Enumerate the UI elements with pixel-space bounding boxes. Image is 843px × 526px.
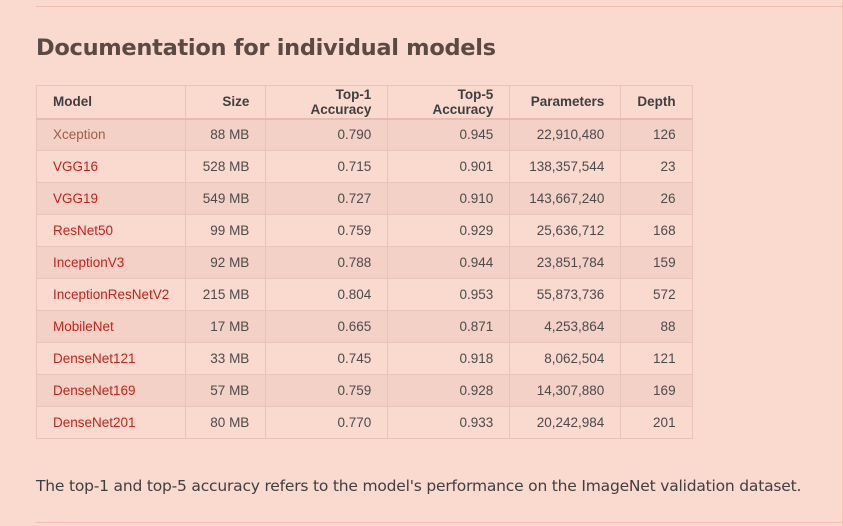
depth-cell: 121 bbox=[620, 342, 693, 375]
table-row: DenseNet121 33 MB 0.745 0.918 8,062,504 … bbox=[35, 342, 693, 375]
top1-cell: 0.770 bbox=[265, 406, 389, 439]
size-cell: 92 MB bbox=[185, 246, 267, 279]
model-cell: MobileNet bbox=[35, 310, 187, 343]
size-cell: 57 MB bbox=[185, 374, 267, 407]
top5-cell: 0.944 bbox=[387, 246, 511, 279]
model-link-inceptionv3[interactable]: InceptionV3 bbox=[53, 255, 125, 270]
depth-cell: 159 bbox=[620, 246, 693, 279]
model-cell: Xception bbox=[35, 118, 187, 151]
top1-cell: 0.788 bbox=[265, 246, 389, 279]
table-row: Xception 88 MB 0.790 0.945 22,910,480 12… bbox=[35, 118, 693, 151]
size-cell: 80 MB bbox=[185, 406, 267, 439]
top1-cell: 0.715 bbox=[265, 150, 389, 183]
models-table: Model Size Top-1 Accuracy Top-5 Accuracy… bbox=[35, 85, 693, 439]
params-cell: 20,242,984 bbox=[509, 406, 622, 439]
depth-cell: 572 bbox=[620, 278, 693, 311]
params-cell: 55,873,736 bbox=[509, 278, 622, 311]
model-link-densenet169[interactable]: DenseNet169 bbox=[53, 383, 136, 398]
top-divider bbox=[36, 6, 843, 7]
header-size: Size bbox=[185, 85, 267, 120]
bottom-divider bbox=[36, 522, 843, 523]
top1-cell: 0.759 bbox=[265, 374, 389, 407]
model-link-vgg16[interactable]: VGG16 bbox=[53, 159, 99, 174]
params-cell: 22,910,480 bbox=[509, 118, 622, 151]
depth-cell: 88 bbox=[620, 310, 693, 343]
model-link-densenet201[interactable]: DenseNet201 bbox=[53, 415, 136, 430]
depth-cell: 23 bbox=[620, 150, 693, 183]
top1-cell: 0.665 bbox=[265, 310, 389, 343]
table-row: ResNet50 99 MB 0.759 0.929 25,636,712 16… bbox=[35, 214, 693, 247]
depth-cell: 126 bbox=[620, 118, 693, 151]
table-row: VGG16 528 MB 0.715 0.901 138,357,544 23 bbox=[35, 150, 693, 183]
size-cell: 215 MB bbox=[185, 278, 267, 311]
accuracy-note: The top-1 and top-5 accuracy refers to t… bbox=[36, 477, 802, 495]
top5-cell: 0.929 bbox=[387, 214, 511, 247]
top5-cell: 0.918 bbox=[387, 342, 511, 375]
top5-cell: 0.901 bbox=[387, 150, 511, 183]
depth-cell: 26 bbox=[620, 182, 693, 215]
table-row: MobileNet 17 MB 0.665 0.871 4,253,864 88 bbox=[35, 310, 693, 343]
size-cell: 99 MB bbox=[185, 214, 267, 247]
top1-cell: 0.759 bbox=[265, 214, 389, 247]
params-cell: 23,851,784 bbox=[509, 246, 622, 279]
header-top1-accuracy: Top-1 Accuracy bbox=[265, 85, 389, 120]
model-cell: DenseNet121 bbox=[35, 342, 187, 375]
params-cell: 8,062,504 bbox=[509, 342, 622, 375]
table-row: DenseNet169 57 MB 0.759 0.928 14,307,880… bbox=[35, 374, 693, 407]
header-depth: Depth bbox=[620, 85, 693, 120]
model-cell: InceptionResNetV2 bbox=[35, 278, 187, 311]
table-row: VGG19 549 MB 0.727 0.910 143,667,240 26 bbox=[35, 182, 693, 215]
params-cell: 143,667,240 bbox=[509, 182, 622, 215]
params-cell: 4,253,864 bbox=[509, 310, 622, 343]
size-cell: 33 MB bbox=[185, 342, 267, 375]
depth-cell: 201 bbox=[620, 406, 693, 439]
model-cell: DenseNet169 bbox=[35, 374, 187, 407]
size-cell: 17 MB bbox=[185, 310, 267, 343]
params-cell: 14,307,880 bbox=[509, 374, 622, 407]
top5-cell: 0.945 bbox=[387, 118, 511, 151]
model-link-resnet50[interactable]: ResNet50 bbox=[53, 223, 114, 238]
table-row: InceptionResNetV2 215 MB 0.804 0.953 55,… bbox=[35, 278, 693, 311]
table-row: DenseNet201 80 MB 0.770 0.933 20,242,984… bbox=[35, 406, 693, 439]
top5-cell: 0.871 bbox=[387, 310, 511, 343]
model-cell: VGG19 bbox=[35, 182, 187, 215]
header-parameters: Parameters bbox=[509, 85, 622, 120]
model-link-inceptionresnetv2[interactable]: InceptionResNetV2 bbox=[53, 287, 170, 302]
table-row: InceptionV3 92 MB 0.788 0.944 23,851,784… bbox=[35, 246, 693, 279]
model-cell: DenseNet201 bbox=[35, 406, 187, 439]
params-cell: 25,636,712 bbox=[509, 214, 622, 247]
top5-cell: 0.933 bbox=[387, 406, 511, 439]
model-cell: InceptionV3 bbox=[35, 246, 187, 279]
model-cell: ResNet50 bbox=[35, 214, 187, 247]
depth-cell: 168 bbox=[620, 214, 693, 247]
model-link-densenet121[interactable]: DenseNet121 bbox=[53, 351, 136, 366]
model-link-xception[interactable]: Xception bbox=[53, 127, 106, 143]
size-cell: 88 MB bbox=[185, 118, 267, 151]
model-cell: VGG16 bbox=[35, 150, 187, 183]
top5-cell: 0.953 bbox=[387, 278, 511, 311]
header-model: Model bbox=[35, 85, 187, 120]
size-cell: 549 MB bbox=[185, 182, 267, 215]
header-top5-accuracy: Top-5 Accuracy bbox=[387, 85, 511, 120]
top1-cell: 0.745 bbox=[265, 342, 389, 375]
depth-cell: 169 bbox=[620, 374, 693, 407]
top1-cell: 0.727 bbox=[265, 182, 389, 215]
top1-cell: 0.790 bbox=[265, 118, 389, 151]
model-link-vgg19[interactable]: VGG19 bbox=[53, 191, 99, 206]
section-title: Documentation for individual models bbox=[36, 35, 496, 61]
table-header-row: Model Size Top-1 Accuracy Top-5 Accuracy… bbox=[35, 85, 693, 120]
top5-cell: 0.910 bbox=[387, 182, 511, 215]
size-cell: 528 MB bbox=[185, 150, 267, 183]
top5-cell: 0.928 bbox=[387, 374, 511, 407]
params-cell: 138,357,544 bbox=[509, 150, 622, 183]
model-link-mobilenet[interactable]: MobileNet bbox=[53, 319, 114, 334]
top1-cell: 0.804 bbox=[265, 278, 389, 311]
